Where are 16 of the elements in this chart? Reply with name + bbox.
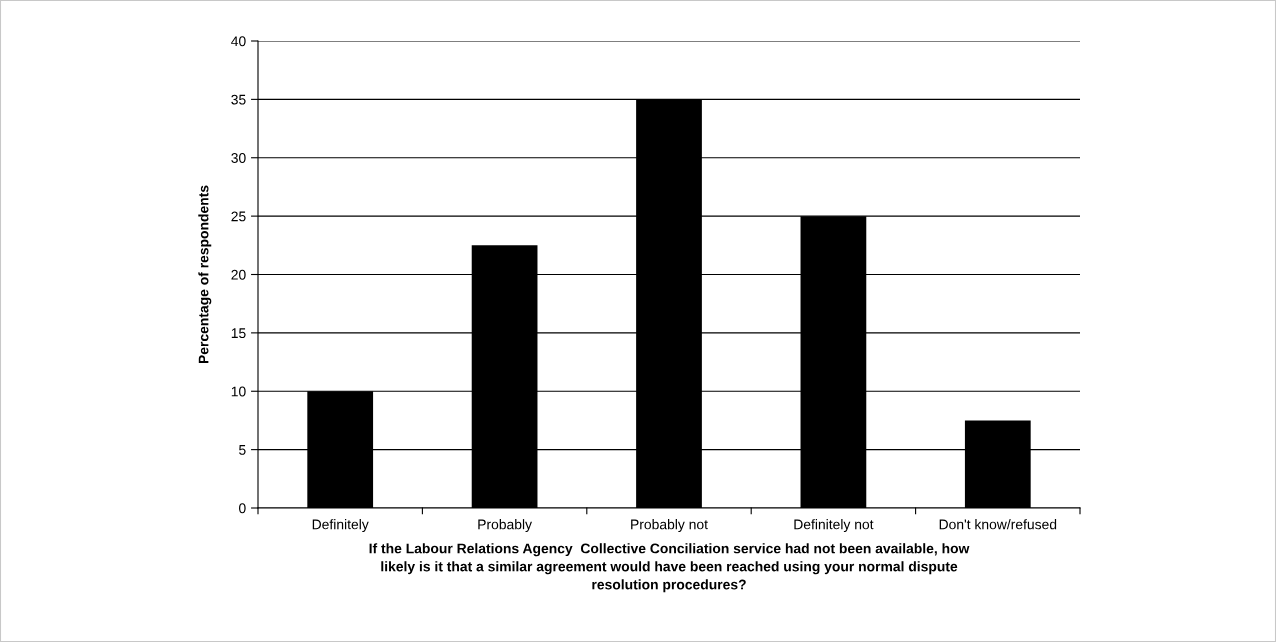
y-tick-label: 35 — [231, 94, 246, 105]
x-tick-label: Probably — [478, 519, 532, 533]
y-axis-title: Percentage of respondents — [198, 185, 212, 364]
x-tick-label: Definitely — [312, 519, 369, 533]
y-tick-label: 20 — [231, 269, 246, 280]
y-tick-label: 10 — [231, 386, 246, 397]
y-tick-label: 5 — [239, 445, 246, 455]
x-tick-label: Definitely not — [794, 519, 874, 533]
y-tick-label: 0 — [239, 503, 246, 514]
x-tick-label: Probably not — [631, 519, 708, 533]
y-tick-label: 15 — [231, 328, 246, 339]
y-tick-label: 30 — [231, 153, 246, 163]
x-tick-label: Don't know/refused — [939, 519, 1057, 530]
y-tick-label: 25 — [231, 211, 246, 222]
x-axis-title: If the Labour Relations Agency Collective Conciliation service had not been available, how likely is it that a similar agreement would have been reached using your normal dispute resolution procedures? — [369, 543, 970, 593]
y-tick-label: 40 — [231, 36, 246, 47]
